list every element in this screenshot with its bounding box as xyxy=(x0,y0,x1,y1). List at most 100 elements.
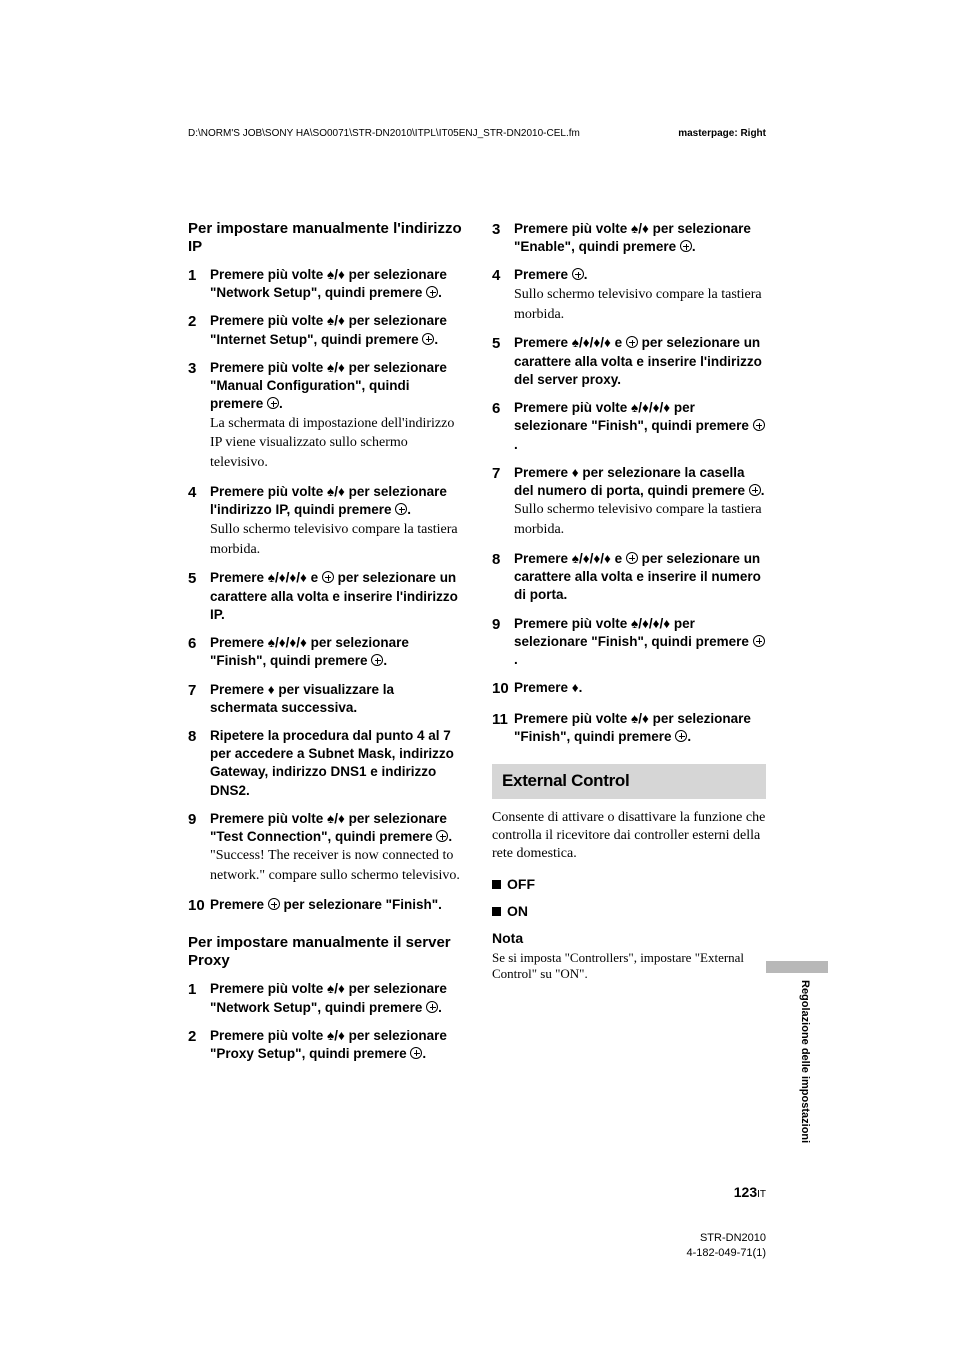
plus-icon xyxy=(749,484,761,496)
step-number: 9 xyxy=(188,810,210,886)
step-text: Premere ♠/♦/♦/♦ e xyxy=(514,335,626,350)
step-text: Premere più volte ♠/♦ per selezionare "N… xyxy=(210,267,447,300)
step-text: Ripetere la procedura dal punto 4 al 7 p… xyxy=(210,728,454,798)
option-label: OFF xyxy=(507,876,535,892)
step-number: 4 xyxy=(188,483,210,559)
step-desc: "Success! The receiver is now connected … xyxy=(210,848,460,883)
page-number-suffix: IT xyxy=(757,1189,766,1200)
step-number: 7 xyxy=(492,464,514,540)
step-number: 6 xyxy=(492,399,514,454)
step-text: Premere xyxy=(514,267,572,282)
step-text: Premere ♦ per selezionare la casella del… xyxy=(514,465,749,498)
step-number: 5 xyxy=(492,334,514,389)
step-number: 9 xyxy=(492,615,514,670)
step-text-end: . xyxy=(761,483,765,498)
step-number: 5 xyxy=(188,569,210,624)
step-text: Premere più volte ♠/♦ per selezionare "M… xyxy=(210,360,447,411)
footer-doc-number: 4-182-049-71(1) xyxy=(687,1246,767,1260)
step: 10 Premere per selezionare "Finish". xyxy=(188,896,462,916)
step-number: 3 xyxy=(188,359,210,473)
left-column: Per impostare manualmente l'indirizzo IP… xyxy=(188,220,462,1081)
step-text: Premere ♦. xyxy=(514,680,582,695)
plus-icon xyxy=(426,1001,438,1013)
plus-icon xyxy=(626,552,638,564)
step-number: 8 xyxy=(188,727,210,800)
footer-model-info: STR-DN2010 4-182-049-71(1) xyxy=(687,1231,767,1260)
plus-icon xyxy=(395,503,407,515)
step-text-end: . xyxy=(407,502,411,517)
step-desc: Sullo schermo televisivo compare la tast… xyxy=(514,502,762,537)
step-number: 2 xyxy=(188,312,210,348)
step-number: 7 xyxy=(188,681,210,717)
step-text: Premere più volte ♠/♦ per selezionare "E… xyxy=(514,221,751,254)
step: 5 Premere ♠/♦/♦/♦ e per selezionare un c… xyxy=(188,569,462,624)
step-text: Premere ♠/♦/♦/♦ e xyxy=(514,551,626,566)
step-text-end: . xyxy=(448,829,452,844)
step-text-end: . xyxy=(514,652,518,667)
step-text-end: . xyxy=(279,396,283,411)
plus-icon xyxy=(371,654,383,666)
step: 11 Premere più volte ♠/♦ per selezionare… xyxy=(492,710,766,746)
step-text-end: . xyxy=(687,729,691,744)
side-tab-marker xyxy=(766,961,828,973)
option-label: ON xyxy=(507,903,528,919)
step-text-end: . xyxy=(438,285,442,300)
step-text: Premere più volte ♠/♦ per selezionare "N… xyxy=(210,981,447,1014)
step-text: Premere più volte ♠/♦/♦/♦ per selezionar… xyxy=(514,400,753,433)
step-text-end: . xyxy=(692,239,696,254)
step-number: 8 xyxy=(492,550,514,605)
plus-icon xyxy=(422,333,434,345)
step: 8 Ripetere la procedura dal punto 4 al 7… xyxy=(188,727,462,800)
plus-icon xyxy=(410,1047,422,1059)
step-text: Premere più volte ♠/♦ per selezionare "I… xyxy=(210,313,447,346)
step: 1 Premere più volte ♠/♦ per selezionare … xyxy=(188,266,462,302)
step: 8 Premere ♠/♦/♦/♦ e per selezionare un c… xyxy=(492,550,766,605)
step-number: 2 xyxy=(188,1027,210,1063)
header-masterpage: masterpage: Right xyxy=(678,128,766,139)
step-text: Premere più volte ♠/♦ per selezionare "F… xyxy=(514,711,751,744)
step-text: Premere più volte ♠/♦/♦/♦ per selezionar… xyxy=(514,616,753,649)
plus-icon xyxy=(426,286,438,298)
step-number: 1 xyxy=(188,980,210,1016)
step: 4 Premere .Sullo schermo televisivo comp… xyxy=(492,266,766,324)
step-number: 3 xyxy=(492,220,514,256)
step: 9 Premere più volte ♠/♦/♦/♦ per selezion… xyxy=(492,615,766,670)
plus-icon xyxy=(268,898,280,910)
page-number: 123IT xyxy=(734,1184,766,1200)
step-text-end: . xyxy=(422,1046,426,1061)
step-number: 4 xyxy=(492,266,514,324)
plus-icon xyxy=(675,730,687,742)
step: 6 Premere più volte ♠/♦/♦/♦ per selezion… xyxy=(492,399,766,454)
plus-icon xyxy=(322,571,334,583)
step-text-end: . xyxy=(438,1000,442,1015)
section-title-ip: Per impostare manualmente l'indirizzo IP xyxy=(188,220,462,256)
step-text: Premere ♦ per visualizzare la schermata … xyxy=(210,682,394,715)
step-text-end: . xyxy=(434,332,438,347)
nota-heading: Nota xyxy=(492,929,766,948)
square-bullet-icon xyxy=(492,907,501,916)
step-text: Premere più volte ♠/♦ per selezionare l'… xyxy=(210,484,447,517)
step-desc: Sullo schermo televisivo compare la tast… xyxy=(514,287,762,322)
footer-model-name: STR-DN2010 xyxy=(687,1231,767,1245)
square-bullet-icon xyxy=(492,880,501,889)
plus-icon xyxy=(572,268,584,280)
step-text-end: . xyxy=(514,437,518,452)
step-text: Premere xyxy=(210,897,268,912)
header-filepath: D:\NORM'S JOB\SONY HA\SO0071\STR-DN2010\… xyxy=(188,128,580,139)
step-number: 11 xyxy=(492,710,514,746)
step: 9 Premere più volte ♠/♦ per selezionare … xyxy=(188,810,462,886)
option-on: ON xyxy=(492,902,766,921)
step: 5 Premere ♠/♦/♦/♦ e per selezionare un c… xyxy=(492,334,766,389)
page-number-value: 123 xyxy=(734,1184,757,1200)
plus-icon xyxy=(436,830,448,842)
step-desc: Sullo schermo televisivo compare la tast… xyxy=(210,522,458,557)
step-desc: La schermata di impostazione dell'indiri… xyxy=(210,416,454,471)
step-text: Premere ♠/♦/♦/♦ e xyxy=(210,570,322,585)
step: 2 Premere più volte ♠/♦ per selezionare … xyxy=(188,312,462,348)
plus-icon xyxy=(267,397,279,409)
step: 7 Premere ♦ per selezionare la casella d… xyxy=(492,464,766,540)
box-heading-external-control: External Control xyxy=(492,764,766,799)
step-text-end: per selezionare "Finish". xyxy=(280,897,442,912)
plus-icon xyxy=(680,240,692,252)
step-number: 10 xyxy=(492,679,514,699)
